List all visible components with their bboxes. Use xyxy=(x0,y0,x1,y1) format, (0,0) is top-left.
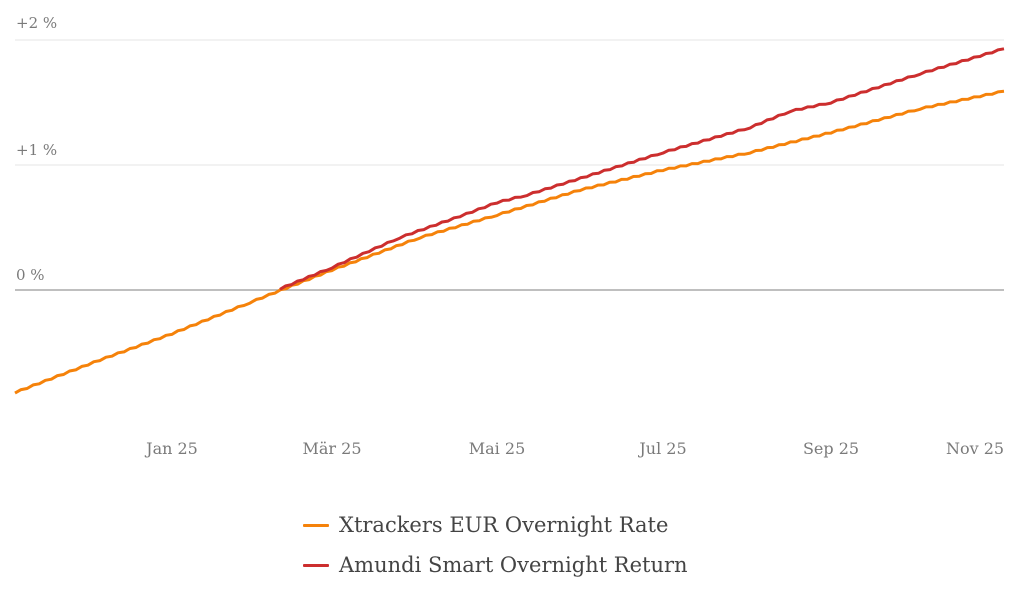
legend: Xtrackers EUR Overnight Rate Amundi Smar… xyxy=(303,505,688,585)
gridlines xyxy=(15,39,1004,291)
series-line-amundi[interactable] xyxy=(279,47,1005,291)
series-line-xtrackers[interactable] xyxy=(14,89,1005,395)
x-tick-label-mar: Mär 25 xyxy=(302,439,362,458)
y-tick-label-2: +2 % xyxy=(16,14,58,32)
line-chart: +2 % +1 % 0 % Jan 25 Mär 25 Mai 25 Jul 2… xyxy=(14,14,1005,458)
x-tick-label-sep: Sep 25 xyxy=(802,439,860,458)
x-tick-label-jul: Jul 25 xyxy=(639,439,687,458)
legend-swatch-red-icon xyxy=(303,563,329,567)
x-tick-label-may: Mai 25 xyxy=(468,439,526,458)
legend-label: Amundi Smart Overnight Return xyxy=(339,553,688,577)
series-layer xyxy=(14,47,1005,395)
y-tick-label-1: +1 % xyxy=(16,141,58,159)
legend-item-amundi[interactable]: Amundi Smart Overnight Return xyxy=(303,545,688,585)
legend-label: Xtrackers EUR Overnight Rate xyxy=(339,513,669,537)
x-tick-label-nov: Nov 25 xyxy=(945,439,1005,458)
legend-item-xtrackers[interactable]: Xtrackers EUR Overnight Rate xyxy=(303,505,688,545)
y-tick-label-0: 0 % xyxy=(16,266,45,284)
legend-swatch-orange-icon xyxy=(303,523,329,527)
x-tick-label-jan: Jan 25 xyxy=(146,439,198,458)
plot-area xyxy=(14,39,1005,395)
